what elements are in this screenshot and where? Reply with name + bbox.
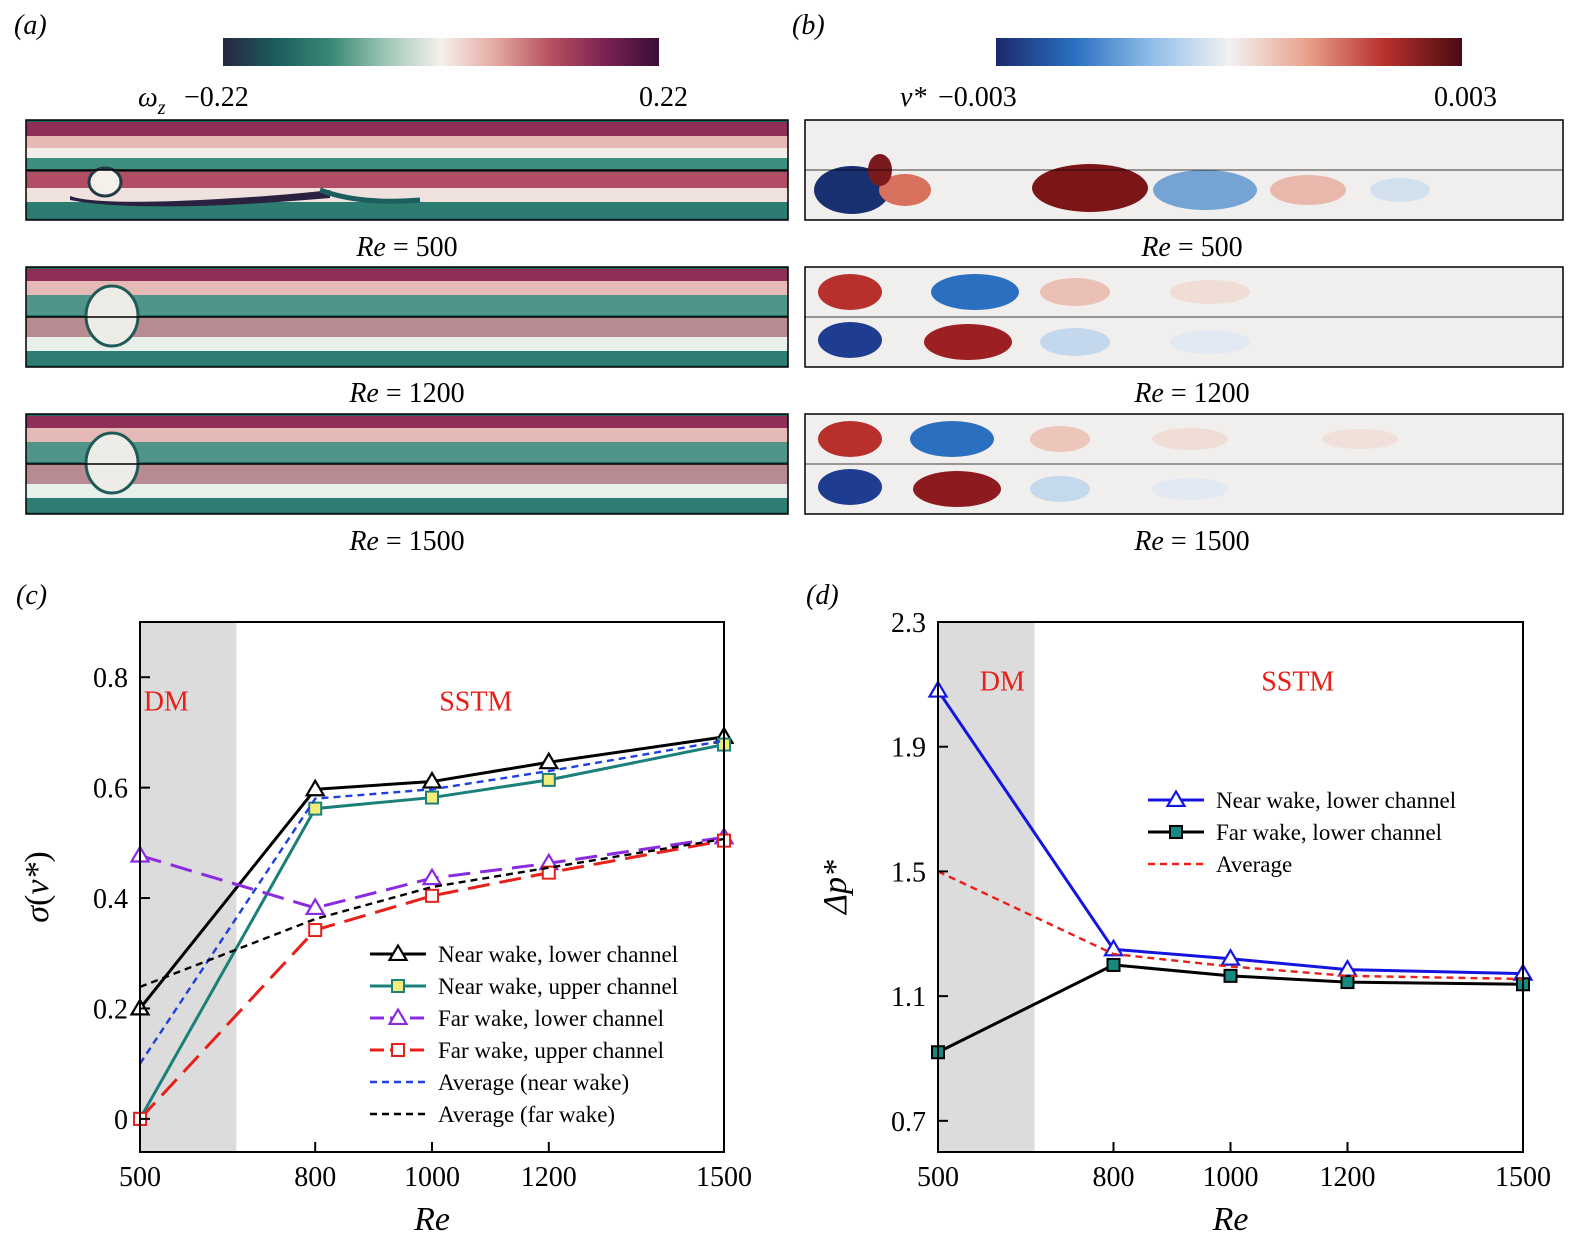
colorbar-a-min: −0.22 xyxy=(184,82,249,113)
legend-label: Average xyxy=(1216,852,1292,877)
velocity-field-re500 xyxy=(804,119,1564,221)
region-label: DM xyxy=(980,667,1025,698)
data-point xyxy=(541,772,556,787)
y-tick-label: 0.6 xyxy=(93,774,128,805)
x-axis-title: Re xyxy=(413,1201,450,1238)
y-tick-label: 2.3 xyxy=(891,608,926,639)
colorbar-b-max: 0.003 xyxy=(1434,82,1497,113)
legend-label: Far wake, upper channel xyxy=(438,1038,664,1063)
vorticity-field-re1200 xyxy=(25,266,789,368)
data-point xyxy=(304,897,326,916)
vorticity-field-re1500 xyxy=(25,413,789,515)
legend-label: Near wake, lower channel xyxy=(1216,788,1456,813)
data-point xyxy=(308,923,323,938)
chart-panel-c: (c) DM SSTM 500 800 1000 1200 1500 0 0.2 0.4 0.6 0.8… xyxy=(16,580,752,1238)
data-point xyxy=(1340,975,1355,990)
legend-marker xyxy=(387,1007,409,1026)
x-tick-label: 1200 xyxy=(1320,1162,1376,1193)
x-tick-label: 1000 xyxy=(404,1162,460,1193)
legend-marker xyxy=(391,979,405,993)
data-point xyxy=(425,888,439,903)
x-axis-title: Re xyxy=(1212,1201,1249,1238)
velocity-field-re1500 xyxy=(804,413,1564,515)
legend-label: Near wake, lower channel xyxy=(438,942,678,967)
panel-a: (a) ωz −0.22 0.22 Re = 500 xyxy=(14,10,789,557)
series-line xyxy=(139,837,725,989)
y-tick-label: 0 xyxy=(114,1105,128,1136)
data-point xyxy=(425,790,439,805)
x-tick-label: 1500 xyxy=(1495,1162,1551,1193)
vorticity-field-re500 xyxy=(25,119,789,221)
re-label-b-1: Re = 500 xyxy=(1140,232,1242,263)
panel-b: (b) v* −0.003 0.003 Re = 500 xyxy=(792,10,1564,557)
shaded-region xyxy=(938,622,1035,1152)
y-axis-title: σ(v*) xyxy=(19,851,56,923)
colorbar-vorticity xyxy=(223,38,659,66)
annotation-label: SSTM xyxy=(439,686,512,717)
colorbar-velocity xyxy=(996,38,1462,66)
y-axis-title: Δp* xyxy=(817,860,854,916)
x-tick-label: 1500 xyxy=(696,1162,752,1193)
data-point xyxy=(421,867,443,886)
legend-label: Far wake, lower channel xyxy=(1216,820,1442,845)
x-tick-label: 1000 xyxy=(1203,1162,1259,1193)
y-tick-label: 1.1 xyxy=(891,982,926,1013)
colorbar-b-min: −0.003 xyxy=(938,82,1017,113)
y-tick-label: 0.8 xyxy=(93,663,128,694)
shaded-region xyxy=(140,622,237,1152)
panel-label: (d) xyxy=(806,580,839,611)
velocity-field-re1200 xyxy=(804,266,1564,368)
y-tick-label: 0.7 xyxy=(891,1107,926,1138)
data-point xyxy=(1220,948,1241,966)
legend-label: Average (near wake) xyxy=(438,1070,629,1095)
y-tick-label: 0.2 xyxy=(93,994,128,1025)
re-label-a-2: Re = 1200 xyxy=(348,378,464,409)
colorbar-b-symbol: v* xyxy=(900,82,926,113)
series-line xyxy=(138,839,725,1120)
x-tick-label: 1200 xyxy=(521,1162,577,1193)
legend-marker xyxy=(1169,825,1183,839)
re-label-b-2: Re = 1200 xyxy=(1133,378,1249,409)
x-tick-label: 800 xyxy=(1093,1162,1135,1193)
region-label: DM xyxy=(144,686,189,717)
chart-panel-d: (d) DM SSTM 500 800 1000 1200 1500 0.7 1.1 1.5 1.9 2… xyxy=(806,580,1551,1238)
re-label-b-3: Re = 1500 xyxy=(1133,526,1249,557)
x-tick-label: 500 xyxy=(917,1162,959,1193)
legend-marker xyxy=(1165,789,1187,808)
panel-label: (c) xyxy=(16,580,47,611)
re-label-a-3: Re = 1500 xyxy=(348,526,464,557)
data-point xyxy=(1103,938,1124,957)
data-point xyxy=(538,751,560,770)
legend-marker xyxy=(391,1043,405,1057)
annotation-label: SSTM xyxy=(1261,667,1334,698)
x-tick-label: 800 xyxy=(294,1162,336,1193)
panel-label-a: (a) xyxy=(14,10,47,41)
x-tick-label: 500 xyxy=(119,1162,161,1193)
panel-label-b: (b) xyxy=(792,10,825,41)
colorbar-a-symbol: ωz xyxy=(138,82,166,119)
colorbar-a-max: 0.22 xyxy=(639,82,688,113)
data-point xyxy=(304,778,326,797)
legend-label: Near wake, upper channel xyxy=(438,974,678,999)
y-tick-label: 0.4 xyxy=(93,884,128,915)
series-line xyxy=(138,739,725,1065)
legend-label: Average (far wake) xyxy=(438,1102,615,1127)
re-label-a-1: Re = 500 xyxy=(355,232,457,263)
data-point xyxy=(541,865,556,880)
y-tick-label: 1.5 xyxy=(891,857,926,888)
data-point xyxy=(1223,968,1238,983)
data-point xyxy=(308,801,323,816)
legend-marker xyxy=(387,943,409,962)
data-point xyxy=(421,770,443,789)
data-point xyxy=(1106,957,1121,972)
y-tick-label: 1.9 xyxy=(891,733,926,764)
legend-label: Far wake, lower channel xyxy=(438,1006,664,1031)
